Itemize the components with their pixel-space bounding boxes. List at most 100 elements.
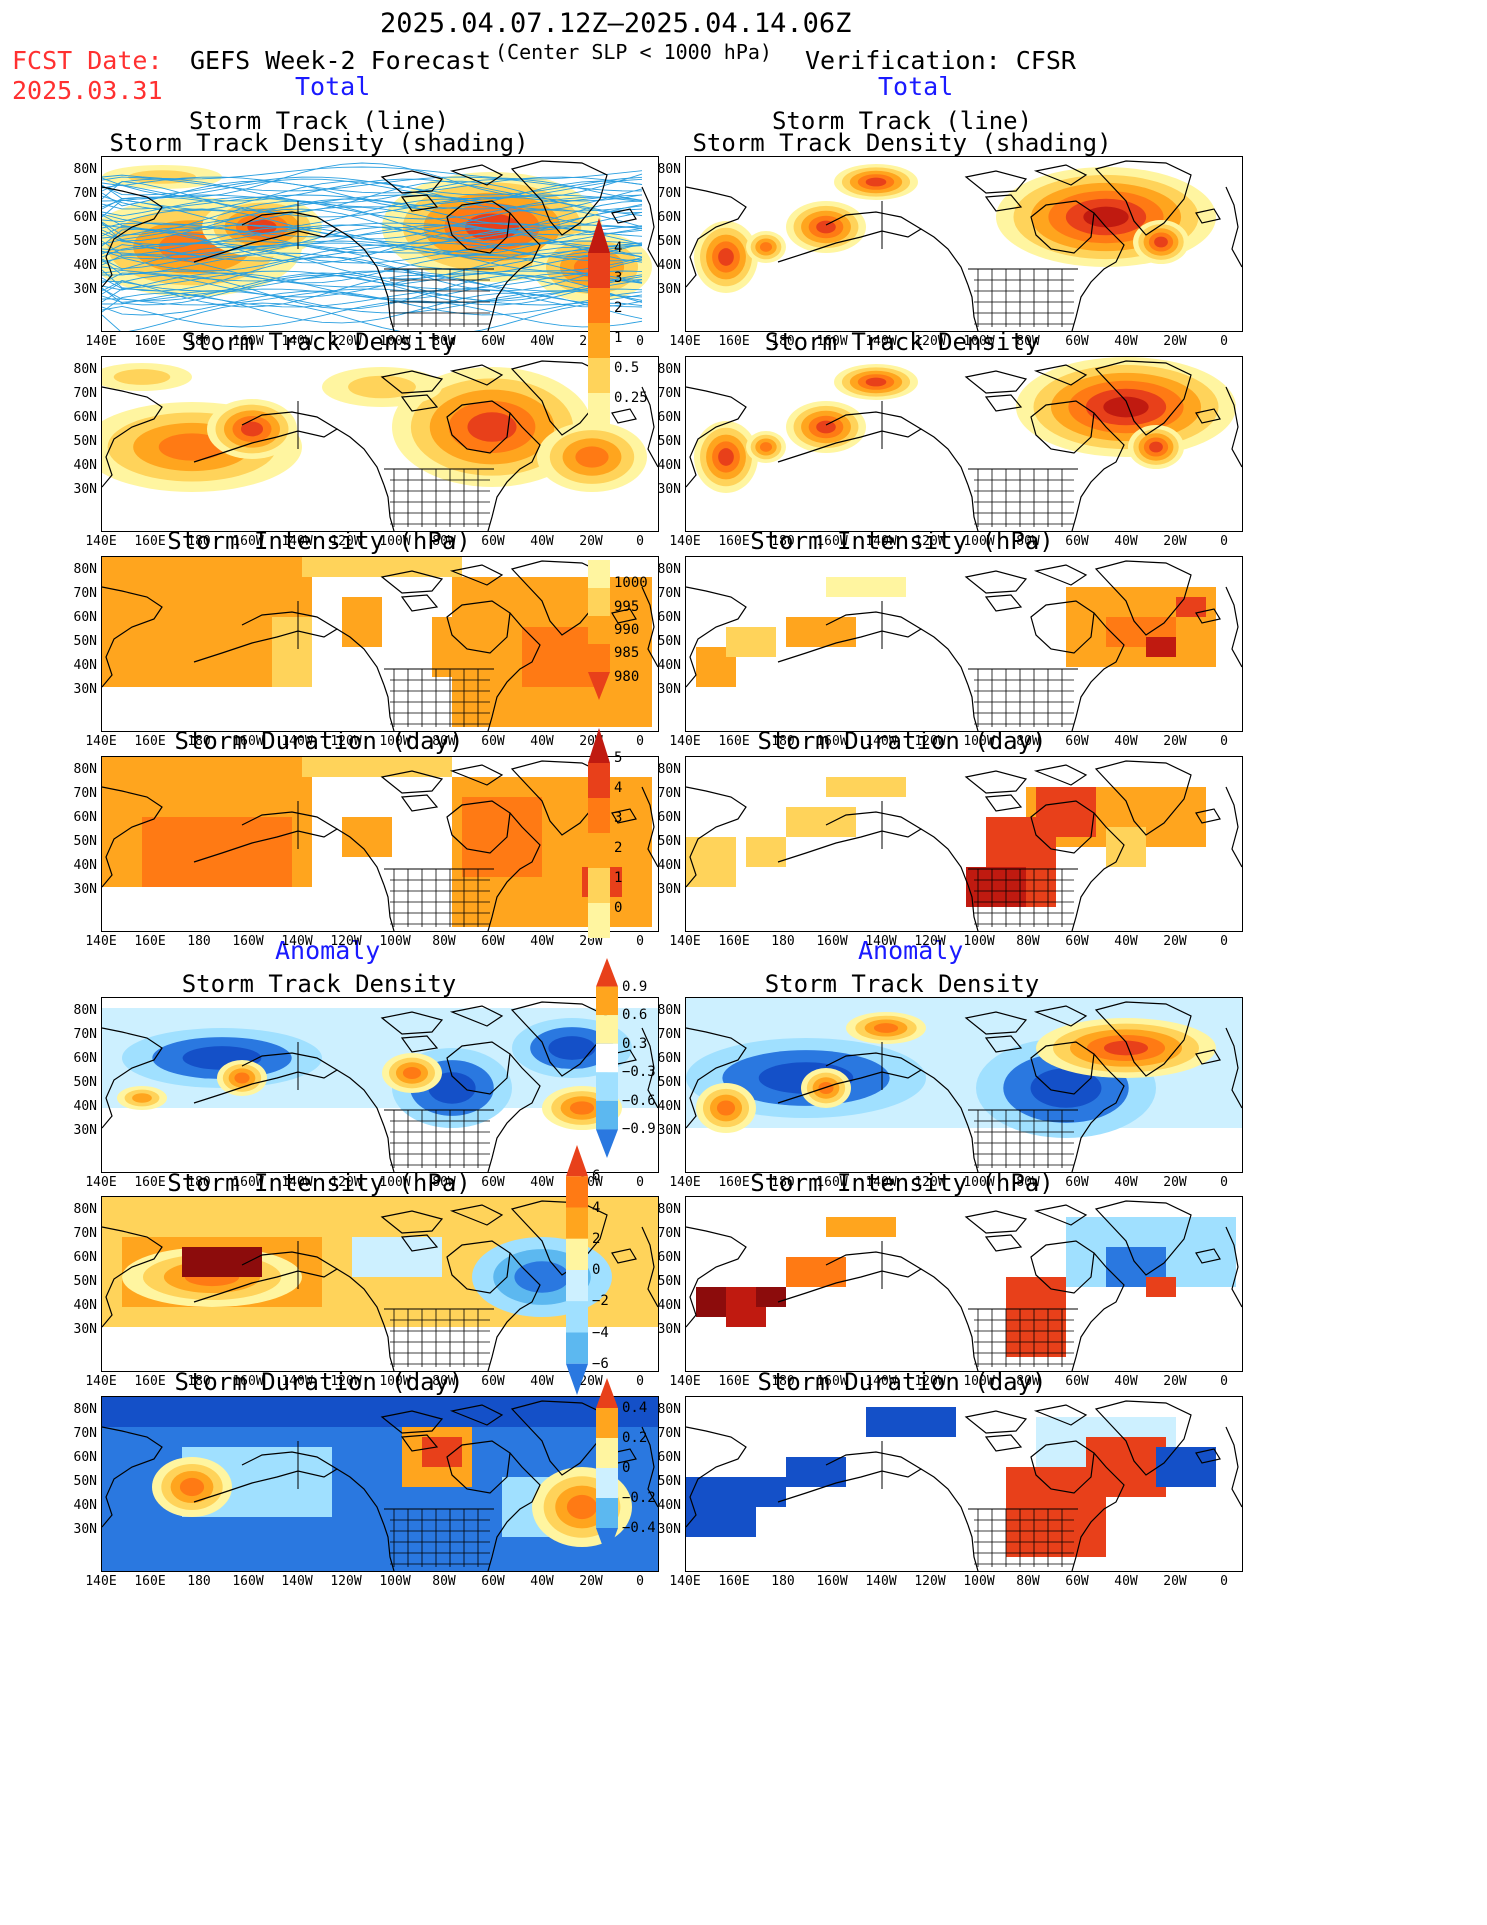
colorbar-segment (596, 1498, 618, 1528)
colorbar-segment (596, 958, 618, 987)
lon-tick-label: 180 (187, 1175, 211, 1190)
colorbar-segment (566, 1238, 588, 1270)
density-blob (865, 377, 887, 387)
title-density-left: Storm Track Density (181, 328, 457, 356)
colorbar-segment (596, 1129, 618, 1158)
colorbar-label: −0.9 (622, 1121, 656, 1138)
lon-tick-label: 100W (379, 534, 411, 549)
coastline (686, 560, 1242, 731)
lon-tick-label: 160W (816, 334, 848, 349)
colorbar-segment (596, 1528, 618, 1558)
map-panel-aint-ob (685, 1196, 1243, 1372)
shading-cell (1146, 637, 1176, 657)
colorbar-segment (588, 358, 610, 393)
lon-tick-label: 140E (669, 1175, 701, 1190)
lon-tick-label: 180 (187, 734, 211, 749)
lon-tick-label: 120W (914, 1374, 946, 1389)
colorbar-segment (588, 763, 610, 798)
lon-tick-label: 100W (379, 1175, 411, 1190)
lat-tick-label: 40N (73, 858, 97, 873)
density-blob (816, 220, 836, 234)
lon-tick-label: 0 (1220, 934, 1228, 949)
lon-tick-label: 180 (771, 1175, 795, 1190)
lon-tick-label: 140W (281, 734, 313, 749)
density-blob (718, 448, 734, 466)
colorbar-label: 0 (622, 1460, 631, 1476)
map-panel-int-fc (101, 556, 659, 732)
lon-tick-label: 160E (134, 934, 166, 949)
lon-tick-label: 140W (281, 1175, 313, 1190)
lon-tick-label: 20W (579, 1374, 603, 1389)
lon-tick-label: 0 (1220, 734, 1228, 749)
colorbar-duration-anomaly (596, 1378, 618, 1558)
lat-tick-label: 60N (657, 810, 681, 825)
lat-tick-label: 30N (657, 1322, 681, 1337)
lat-tick-label: 60N (657, 1250, 681, 1265)
anomaly-blob (818, 1081, 834, 1095)
colorbar-segment (588, 393, 610, 428)
lon-tick-label: 60W (1065, 1175, 1089, 1190)
anomaly-blob (1103, 1040, 1149, 1056)
lon-tick-label: 160E (718, 534, 750, 549)
colorbar-segment (588, 728, 610, 763)
density-blob (718, 248, 734, 266)
colorbar-label: −0.2 (622, 1490, 656, 1506)
shading-cell (102, 1397, 658, 1427)
lat-tick-label: 80N (657, 1402, 681, 1417)
date-range: 2025.04.07.12Z–2025.04.14.06Z (380, 8, 852, 39)
title-track-line-left: Storm Track (line) (188, 107, 450, 135)
lat-tick-label: 70N (73, 1027, 97, 1042)
shading-cell (342, 597, 382, 647)
coastline (686, 160, 1242, 331)
lat-tick-label: 70N (657, 386, 681, 401)
coastline (686, 1001, 1242, 1172)
lon-tick-label: 160E (718, 934, 750, 949)
lat-tick-label: 70N (73, 1226, 97, 1241)
colorbar-label: 2 (614, 840, 623, 856)
title-density-right: Storm Track Density (764, 328, 1040, 356)
shading-cell (432, 617, 492, 677)
density-blob (1149, 441, 1163, 453)
shading-cell (102, 597, 262, 687)
colorbar-segment (566, 1145, 588, 1177)
state-borders (974, 268, 1074, 327)
lat-tick-label: 50N (657, 834, 681, 849)
colorbar-segment (588, 868, 610, 903)
lon-tick-label: 160E (718, 1574, 750, 1589)
coastline (686, 360, 1242, 531)
colorbar-segment (566, 1176, 588, 1208)
colorbar-segment (566, 1207, 588, 1239)
lat-tick-label: 50N (73, 434, 97, 449)
lat-tick-label: 60N (657, 1051, 681, 1066)
lat-tick-label: 80N (73, 362, 97, 377)
lat-tick-label: 80N (73, 1202, 97, 1217)
lon-tick-label: 140W (865, 1175, 897, 1190)
lat-tick-label: 50N (73, 234, 97, 249)
lon-tick-label: 80W (1016, 734, 1040, 749)
colorbar-segment (596, 1015, 618, 1044)
lon-tick-label: 0 (636, 534, 644, 549)
lon-tick-label: 40W (1114, 934, 1138, 949)
shading-cell (182, 1247, 262, 1277)
density-blob (113, 369, 171, 385)
lat-tick-label: 30N (73, 1123, 97, 1138)
lat-tick-label: 60N (73, 810, 97, 825)
colorbar-segment (588, 903, 610, 938)
lon-tick-label: 0 (636, 1574, 644, 1589)
lat-tick-label: 30N (657, 682, 681, 697)
lon-tick-label: 160W (816, 1175, 848, 1190)
shading-cell (786, 1257, 846, 1287)
lat-tick-label: 30N (73, 282, 97, 297)
lon-tick-label: 160E (718, 1374, 750, 1389)
lon-tick-label: 160E (718, 1175, 750, 1190)
colorbar-label: −4 (592, 1324, 609, 1341)
lat-tick-label: 80N (657, 562, 681, 577)
shading-cell (272, 617, 312, 687)
lat-tick-label: 60N (73, 1450, 97, 1465)
lon-tick-label: 80W (1016, 1374, 1040, 1389)
lon-tick-label: 140E (85, 734, 117, 749)
lon-tick-label: 160W (816, 934, 848, 949)
lon-tick-label: 160W (816, 534, 848, 549)
colorbar-label: 2 (614, 300, 623, 316)
lon-tick-label: 140E (85, 1374, 117, 1389)
